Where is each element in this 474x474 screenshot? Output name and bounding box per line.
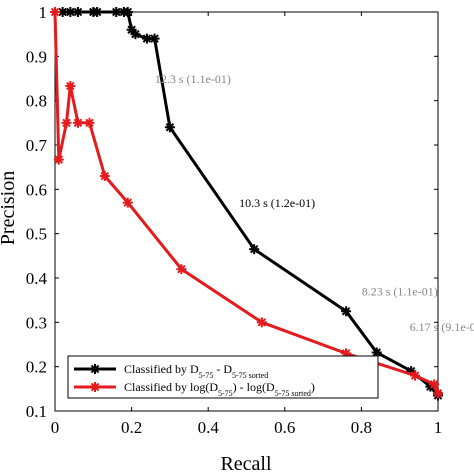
series-2-point <box>61 117 72 128</box>
x-tick-label: 0 <box>51 418 60 437</box>
series-1-point <box>249 244 260 255</box>
legend-entry-2: Classified by log(D5-75) - log(D5-75 sor… <box>124 380 315 398</box>
annotation-label: 8.23 s (1.1e-01) <box>362 285 438 299</box>
x-tick-label: 0.8 <box>351 418 372 437</box>
series-2-point <box>176 264 187 275</box>
x-tick-label: 0.6 <box>274 418 295 437</box>
x-tick-label: 0.2 <box>121 418 142 437</box>
annotation-layer: 12.3 s (1.1e-01) 10.3 s (1.2e-01) 8.23 s (… <box>155 72 474 334</box>
legend-box <box>67 355 379 399</box>
legend-swatch-marker <box>90 382 100 392</box>
series-2-point <box>256 317 267 328</box>
legend-entry-1: Classified by D5-75 - D5-75 sorted <box>124 362 268 380</box>
y-tick-label: 0.3 <box>26 313 47 332</box>
x-tick-label: 1 <box>434 418 443 437</box>
y-tick-label: 0.9 <box>26 47 47 66</box>
y-tick-label: 0.5 <box>26 225 47 244</box>
legend: Classified by D5-75 - D5-75 sortedClassi… <box>67 355 379 399</box>
series-1-point <box>341 306 352 317</box>
y-tick-label: 0.7 <box>26 136 48 155</box>
x-axis-title: Recall <box>220 453 272 474</box>
series-2-point <box>84 117 95 128</box>
y-axis-title: Precision <box>0 171 19 245</box>
series-2-point <box>65 81 76 92</box>
x-tick-label: 0.4 <box>198 418 220 437</box>
series-2-point <box>433 388 443 399</box>
series-1-point <box>130 29 141 40</box>
y-tick-label: 0.6 <box>26 180 47 199</box>
series-1-point <box>164 122 175 133</box>
series-1-point <box>122 7 133 17</box>
annotation-label: 6.17 s (9.1e-01 <box>410 320 474 334</box>
series-2-point <box>429 379 440 390</box>
y-tick-label: 0.4 <box>26 269 48 288</box>
y-tick-label: 0.2 <box>26 358 47 377</box>
y-tick-label: 0.8 <box>26 92 47 111</box>
annotation-label: 12.3 s (1.1e-01) <box>155 72 231 86</box>
axes-frame: 0 0.2 0.4 0.6 0.8 1 0.1 0.2 0.3 0.4 0.5 0.6 0.7 0.8 0.… <box>26 3 443 437</box>
legend-swatch-marker <box>90 364 100 374</box>
plot-frame <box>54 11 439 412</box>
series-1-point <box>92 7 103 17</box>
series-2-point <box>72 117 83 128</box>
series-2-point <box>122 197 133 208</box>
series-2-point <box>99 171 110 182</box>
series-2-point <box>50 7 60 17</box>
series-line-2 <box>53 11 440 394</box>
series-1-point <box>72 7 83 17</box>
series-1-point <box>149 33 160 44</box>
series-2-point <box>410 370 421 381</box>
y-tick-label: 1 <box>39 3 48 22</box>
series-2-point <box>53 154 64 165</box>
y-tick-label: 0.1 <box>26 402 47 421</box>
annotation-label: 10.3 s (1.2e-01) <box>239 196 315 210</box>
